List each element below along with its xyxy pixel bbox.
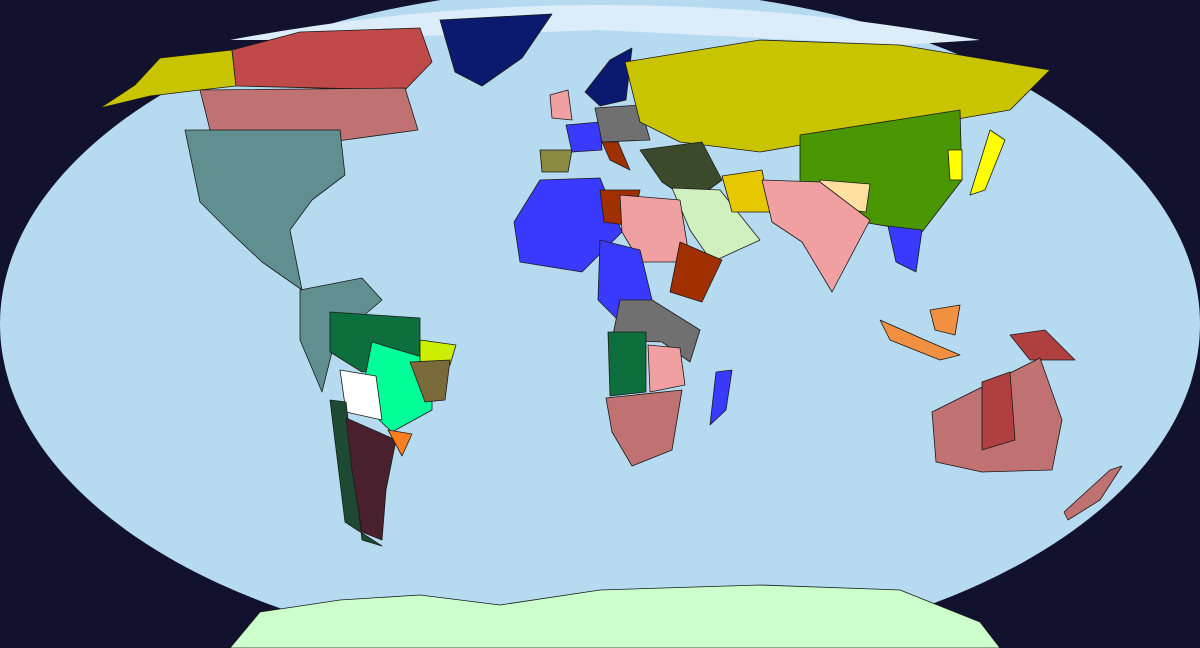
region-antarctica [229, 584, 1001, 648]
region-india [761, 179, 871, 293]
region-brazil-east [409, 359, 451, 403]
region-france [565, 121, 603, 153]
region-east-africa [647, 344, 686, 393]
region-south-africa [605, 389, 683, 467]
region-korea [947, 149, 963, 181]
region-indonesia-east [929, 304, 961, 336]
region-alaska [99, 49, 237, 109]
region-angola [607, 331, 647, 397]
region-southern-canada [199, 87, 419, 143]
region-indonesia-west [879, 319, 961, 361]
region-french-west-africa [513, 177, 623, 273]
region-italy [601, 141, 631, 171]
region-northern-canada [231, 27, 433, 91]
region-egypt-sudan [619, 194, 691, 263]
region-spain [539, 149, 573, 173]
region-japan [969, 129, 1006, 196]
region-britain [549, 89, 573, 121]
region-chile [329, 399, 383, 547]
region-bolivia [339, 369, 383, 421]
region-madagascar [709, 369, 733, 426]
region-australia-center [981, 371, 1016, 451]
region-uruguay [387, 429, 413, 457]
region-greenland [439, 13, 553, 87]
region-indochina [887, 225, 923, 273]
region-new-zealand [1063, 465, 1123, 521]
region-central-europe [594, 104, 651, 143]
region-arabia [671, 187, 761, 263]
region-ethiopia [669, 241, 723, 303]
region-usa-mexico [184, 129, 346, 291]
region-new-guinea [1009, 329, 1076, 361]
